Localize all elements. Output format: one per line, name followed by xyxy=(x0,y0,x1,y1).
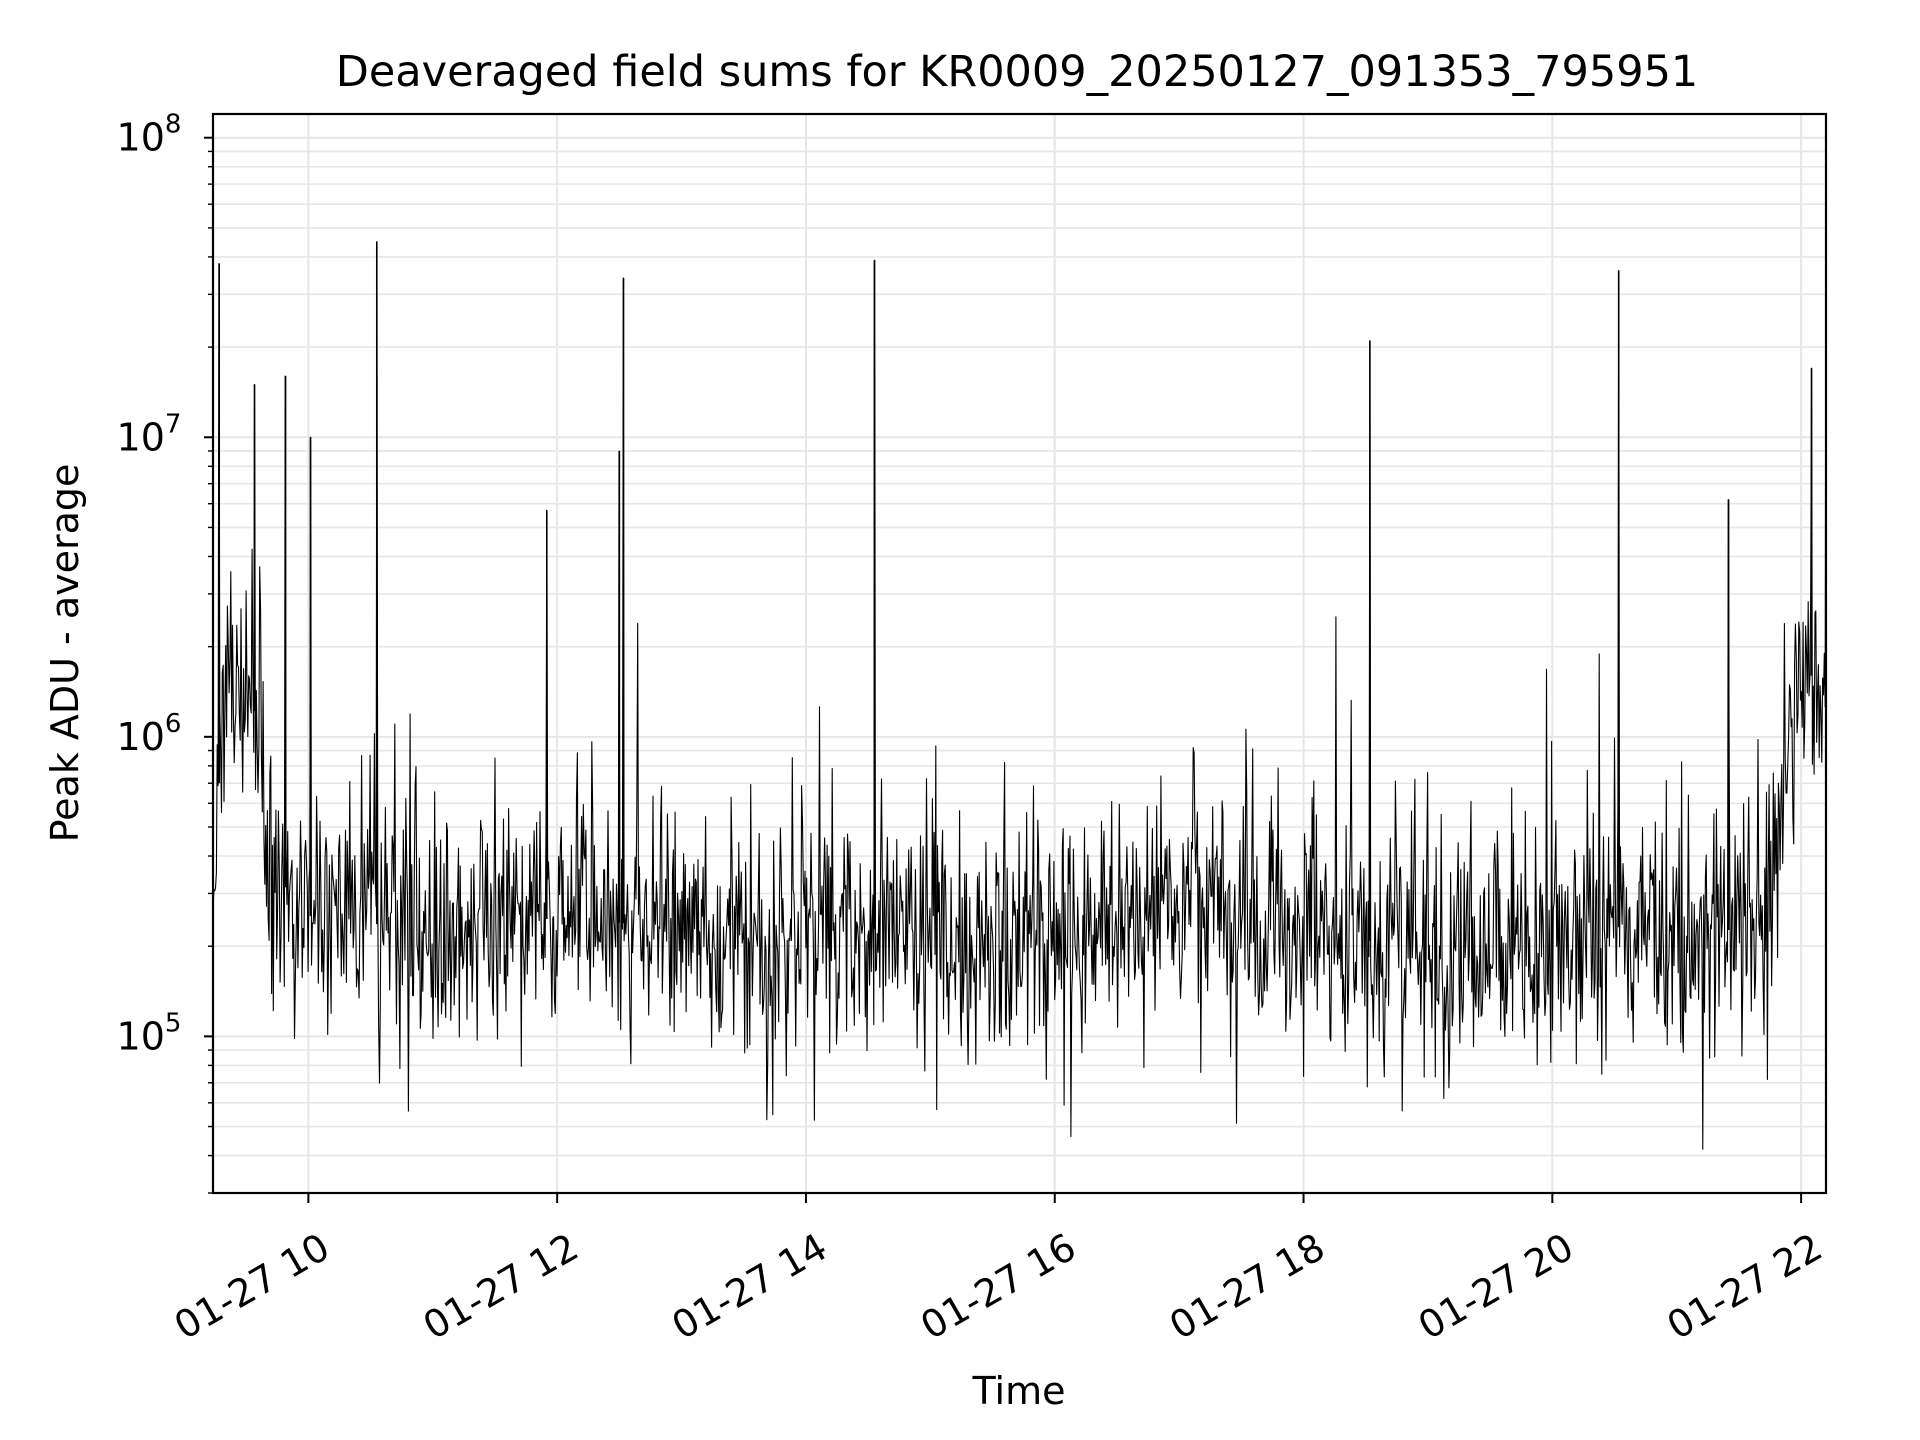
y-axis-label: Peak ADU - average xyxy=(43,464,87,843)
y-tick-label: 105 xyxy=(117,1008,182,1058)
y-tick-exponent: 8 xyxy=(165,110,182,140)
y-tick-base: 10 xyxy=(117,715,165,759)
y-tick-exponent: 5 xyxy=(165,1008,182,1038)
x-axis-label: Time xyxy=(972,1369,1066,1413)
y-tick-base: 10 xyxy=(117,1014,165,1058)
y-tick-label: 108 xyxy=(117,110,182,160)
plot-area-frame xyxy=(211,112,1828,1195)
grid xyxy=(213,114,1826,1194)
chart-title: Deaveraged field sums for KR0009_2025012… xyxy=(336,47,1699,97)
y-tick-label: 106 xyxy=(117,709,182,759)
y-tick-exponent: 6 xyxy=(165,709,182,739)
y-tick-base: 10 xyxy=(117,415,165,459)
y-tick-label: 107 xyxy=(117,409,182,459)
y-tick-base: 10 xyxy=(117,116,165,160)
y-tick-exponent: 7 xyxy=(165,409,182,439)
series-line xyxy=(212,158,1827,1150)
